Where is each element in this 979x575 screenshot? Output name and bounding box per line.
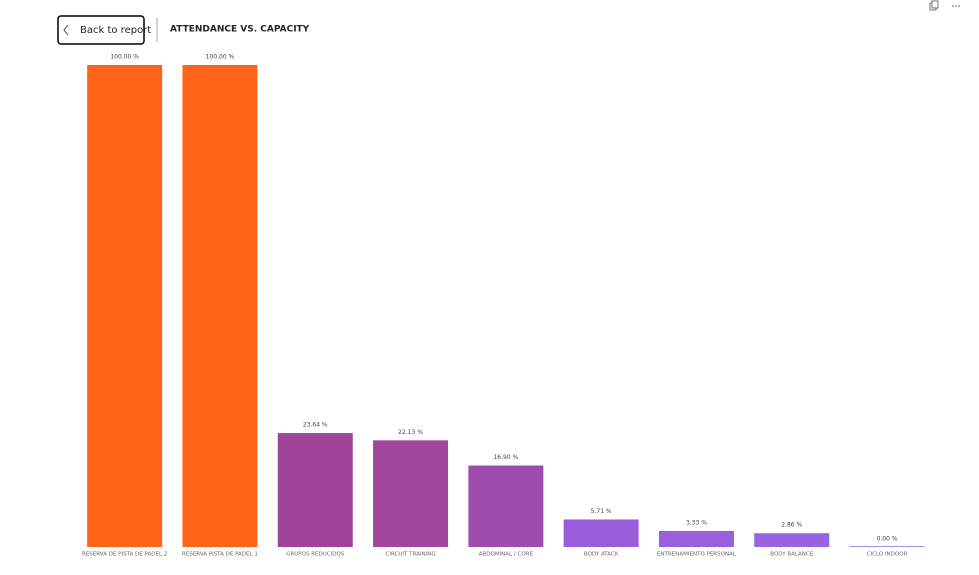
value-label: 0.00 % xyxy=(877,536,898,543)
value-label: 16.90 % xyxy=(493,454,518,461)
bar xyxy=(658,530,734,547)
back-button-label[interactable]: Back to report xyxy=(80,25,151,36)
bar xyxy=(849,546,925,547)
x-tick-label: ABDOMINAL / CORE xyxy=(479,552,534,558)
x-tick-label: RESERVA PISTA DE PADEL 1 xyxy=(182,552,258,558)
bar xyxy=(373,440,449,547)
bar xyxy=(754,533,830,547)
bar xyxy=(468,465,544,547)
more-options[interactable] xyxy=(952,5,960,7)
x-tick-label: BODY ATACK xyxy=(584,552,619,558)
more-dot[interactable] xyxy=(952,5,954,7)
chart-title: ATTENDANCE VS. CAPACITY xyxy=(170,25,310,35)
more-dot[interactable] xyxy=(958,5,960,7)
plot: 100.00 % RESERVA DE PISTA DE PADEL 2 100.0… xyxy=(82,54,925,558)
bar xyxy=(87,65,163,547)
value-label: 3.33 % xyxy=(686,519,707,526)
value-label: 100.00 % xyxy=(110,54,139,61)
value-label: 23.64 % xyxy=(303,422,328,429)
x-tick-label: ENTRENAMIENTO PERSONAL xyxy=(657,552,737,558)
copy-icon[interactable] xyxy=(929,0,939,11)
x-tick-label: BODY BALANCE xyxy=(770,552,813,558)
bar xyxy=(277,433,353,547)
x-tick-label: CIRCUIT TRAINING xyxy=(386,552,436,558)
value-label: 5.71 % xyxy=(591,508,612,515)
x-tick-label: RESERVA DE PISTA DE PADEL 2 xyxy=(82,552,167,558)
x-tick-label: CICLO INDOOR xyxy=(867,552,908,558)
bar xyxy=(563,519,639,547)
more-dot[interactable] xyxy=(955,5,957,7)
value-label: 100.00 % xyxy=(206,54,235,61)
copy-icon-shape[interactable] xyxy=(931,0,939,9)
bar xyxy=(182,65,258,547)
value-label: 22.13 % xyxy=(398,429,423,436)
x-tick-label: GRUPOS REDUCIDOS xyxy=(286,552,345,558)
back-button-frame[interactable] xyxy=(57,15,145,45)
back-arrow xyxy=(63,24,69,36)
back-button[interactable]: Back to report xyxy=(57,15,151,45)
value-label: 2.86 % xyxy=(781,522,802,529)
